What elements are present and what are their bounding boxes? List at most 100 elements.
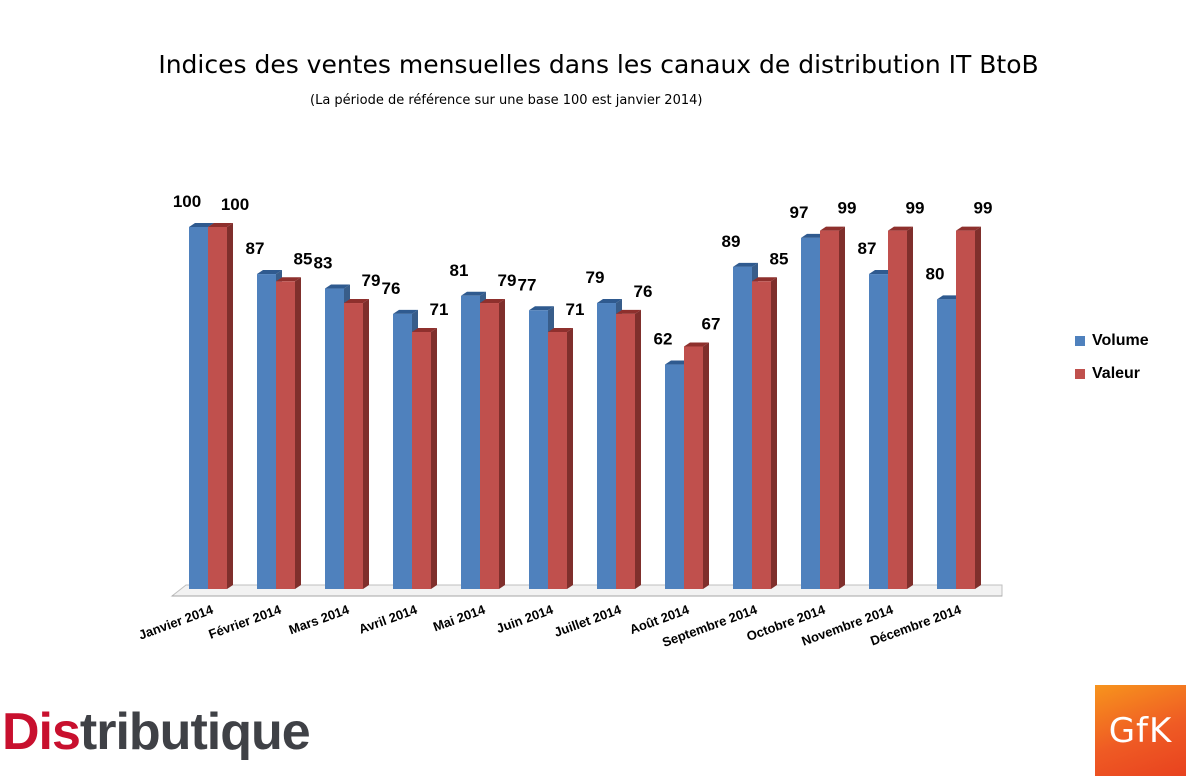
bar-top-valeur-8 xyxy=(752,277,777,282)
data-label-valeur-2: 79 xyxy=(362,271,381,290)
bar-side-valeur-5 xyxy=(567,327,573,589)
data-label-volume-7: 62 xyxy=(654,330,673,349)
bar-side-valeur-7 xyxy=(703,342,709,589)
data-label-volume-9: 97 xyxy=(790,203,809,222)
bar-top-volume-8 xyxy=(733,262,758,267)
bar-volume-6 xyxy=(597,303,616,589)
bar-top-valeur-4 xyxy=(480,299,505,304)
bar-top-volume-1 xyxy=(257,270,282,275)
bar-top-valeur-7 xyxy=(684,342,709,347)
data-label-valeur-11: 99 xyxy=(974,199,993,218)
bar-volume-0 xyxy=(189,227,208,589)
bar-valeur-6 xyxy=(616,313,635,589)
bar-valeur-9 xyxy=(820,230,839,589)
bar-volume-7 xyxy=(665,364,684,589)
chart-title: Indices des ventes mensuelles dans les c… xyxy=(158,50,1039,79)
bar-top-valeur-5 xyxy=(548,327,573,332)
data-label-valeur-8: 85 xyxy=(770,249,789,268)
bar-side-valeur-1 xyxy=(295,277,301,589)
data-label-volume-6: 79 xyxy=(586,268,605,287)
x-tick-label-4: Mai 2014 xyxy=(431,601,488,634)
data-label-valeur-7: 67 xyxy=(702,314,721,333)
data-label-valeur-4: 79 xyxy=(498,271,517,290)
bar-top-valeur-9 xyxy=(820,226,845,231)
bar-top-volume-3 xyxy=(393,309,418,314)
bar-top-valeur-6 xyxy=(616,309,641,314)
legend-label-valeur: Valeur xyxy=(1092,365,1141,382)
bar-volume-8 xyxy=(733,266,752,589)
bar-volume-4 xyxy=(461,295,480,589)
bar-top-volume-5 xyxy=(529,306,554,311)
bar-chart: 100 100 Janvier 2014 87 85 Février 2014 83 79 Ma… xyxy=(137,192,1003,650)
bar-top-volume-7 xyxy=(665,360,690,365)
bar-volume-2 xyxy=(325,288,344,589)
legend-item-valeur: Valeur xyxy=(1075,365,1140,383)
data-label-volume-2: 83 xyxy=(314,254,333,273)
bar-valeur-5 xyxy=(548,331,567,589)
bar-valeur-0 xyxy=(208,227,227,589)
bar-top-volume-9 xyxy=(801,233,826,238)
data-label-volume-1: 87 xyxy=(246,239,265,258)
data-label-volume-10: 87 xyxy=(858,239,877,258)
data-label-valeur-1: 85 xyxy=(294,249,313,268)
bar-side-valeur-2 xyxy=(363,299,369,589)
bar-top-volume-0 xyxy=(189,223,214,227)
bar-side-valeur-11 xyxy=(975,226,981,589)
data-label-volume-11: 80 xyxy=(926,264,945,283)
bar-valeur-1 xyxy=(276,281,295,589)
bar-top-volume-4 xyxy=(461,291,486,296)
bar-valeur-2 xyxy=(344,303,363,589)
data-label-valeur-10: 99 xyxy=(906,199,925,218)
x-tick-label-1: Février 2014 xyxy=(207,601,284,641)
x-tick-label-6: Juillet 2014 xyxy=(552,601,624,639)
bar-top-volume-11 xyxy=(937,295,962,300)
bar-side-valeur-3 xyxy=(431,327,437,589)
legend-label-volume: Volume xyxy=(1092,332,1149,349)
bar-valeur-8 xyxy=(752,281,771,589)
bar-top-valeur-1 xyxy=(276,277,301,282)
legend-swatch-volume xyxy=(1075,336,1085,346)
data-label-valeur-0: 100 xyxy=(221,195,249,214)
bar-valeur-3 xyxy=(412,331,431,589)
bar-top-valeur-11 xyxy=(956,226,981,231)
bar-side-valeur-9 xyxy=(839,226,845,589)
bar-volume-5 xyxy=(529,310,548,589)
data-label-valeur-6: 76 xyxy=(634,282,653,301)
data-label-volume-0: 100 xyxy=(173,192,201,211)
bar-valeur-11 xyxy=(956,230,975,589)
bar-top-volume-6 xyxy=(597,299,622,304)
bar-valeur-10 xyxy=(888,230,907,589)
bar-volume-3 xyxy=(393,313,412,589)
x-tick-label-0: Janvier 2014 xyxy=(137,601,216,642)
x-tick-label-2: Mars 2014 xyxy=(287,601,352,637)
data-label-volume-5: 77 xyxy=(518,275,537,294)
bar-volume-10 xyxy=(869,274,888,589)
x-tick-label-3: Avril 2014 xyxy=(357,601,420,636)
legend-item-volume: Volume xyxy=(1075,332,1149,350)
bar-top-valeur-0 xyxy=(208,223,233,227)
chart-subtitle: (La période de référence sur une base 10… xyxy=(310,93,703,108)
gfk-logo: GfK xyxy=(1095,685,1186,776)
bar-side-valeur-4 xyxy=(499,299,505,589)
data-label-valeur-9: 99 xyxy=(838,199,857,218)
bar-side-valeur-6 xyxy=(635,309,641,589)
bar-valeur-7 xyxy=(684,346,703,589)
bar-top-valeur-3 xyxy=(412,327,437,332)
x-tick-label-5: Juin 2014 xyxy=(494,601,556,636)
data-label-volume-3: 76 xyxy=(382,279,401,298)
bar-volume-1 xyxy=(257,274,276,589)
bar-top-volume-10 xyxy=(869,270,894,275)
bar-side-valeur-8 xyxy=(771,277,777,589)
data-label-volume-4: 81 xyxy=(450,261,469,280)
data-label-volume-8: 89 xyxy=(722,232,741,251)
bar-side-valeur-0 xyxy=(227,223,233,589)
data-label-valeur-3: 71 xyxy=(430,300,449,319)
bar-valeur-4 xyxy=(480,303,499,589)
bar-side-valeur-10 xyxy=(907,226,913,589)
bar-volume-11 xyxy=(937,299,956,589)
distributique-logo: Distributique xyxy=(2,703,311,761)
legend-swatch-valeur xyxy=(1075,369,1085,379)
data-label-valeur-5: 71 xyxy=(566,300,585,319)
bar-top-valeur-10 xyxy=(888,226,913,231)
bar-volume-9 xyxy=(801,237,820,590)
